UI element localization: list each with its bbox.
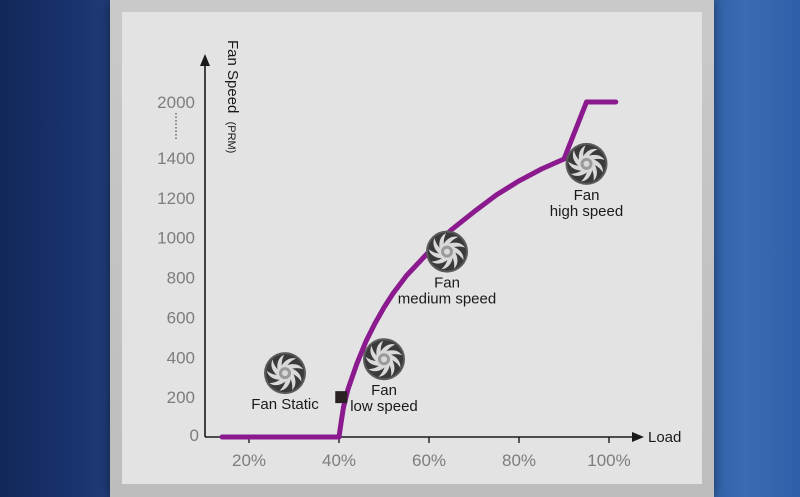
x-axis-title: Load: [648, 429, 681, 446]
annotation-label: Fan: [371, 382, 397, 399]
y-tick-label: 1400: [157, 149, 195, 168]
fan-icon: [565, 142, 608, 185]
background-left: [0, 0, 130, 497]
annotation-label: low speed: [350, 398, 418, 415]
y-tick-label: 1200: [157, 189, 195, 208]
annotation-label: high speed: [550, 203, 623, 220]
fan-icon: [264, 352, 306, 395]
x-tick-label: 80%: [502, 451, 536, 470]
y-tick-label: 200: [167, 388, 195, 407]
annotation-label: Fan Static: [251, 396, 319, 413]
x-tick-label: 20%: [232, 451, 266, 470]
x-tick-label: 60%: [412, 451, 446, 470]
x-tick-label: 40%: [322, 451, 356, 470]
y-axis-title-unit: (PRM): [225, 122, 237, 154]
y-tick-label: 800: [167, 269, 195, 288]
y-tick-labels: 0 200 400 600 800 1000 1200 1400 2000: [157, 93, 199, 445]
y-tick-label: 0: [190, 426, 199, 445]
y-axis-title-main: Fan Speed: [224, 40, 241, 113]
y-tick-label: 2000: [157, 93, 195, 112]
annotation-label: Fan: [434, 275, 460, 292]
transition-marker: [335, 391, 348, 404]
annotation-label: medium speed: [398, 291, 496, 308]
fan-icon: [426, 230, 468, 273]
fan-icon: [363, 338, 405, 381]
x-axis-arrow: [632, 432, 644, 442]
y-tick-label: 400: [167, 348, 195, 367]
x-tick-labels: 20% 40% 60% 80% 100%: [232, 451, 631, 470]
y-axis-title: Fan Speed (PRM): [224, 40, 241, 153]
annotation-label: Fan: [574, 187, 600, 204]
x-tick-label: 100%: [587, 451, 630, 470]
chart-panel: [122, 12, 702, 484]
y-tick-label: 600: [167, 308, 195, 327]
y-tick-label: 1000: [157, 229, 195, 248]
y-axis-arrow: [200, 54, 210, 66]
